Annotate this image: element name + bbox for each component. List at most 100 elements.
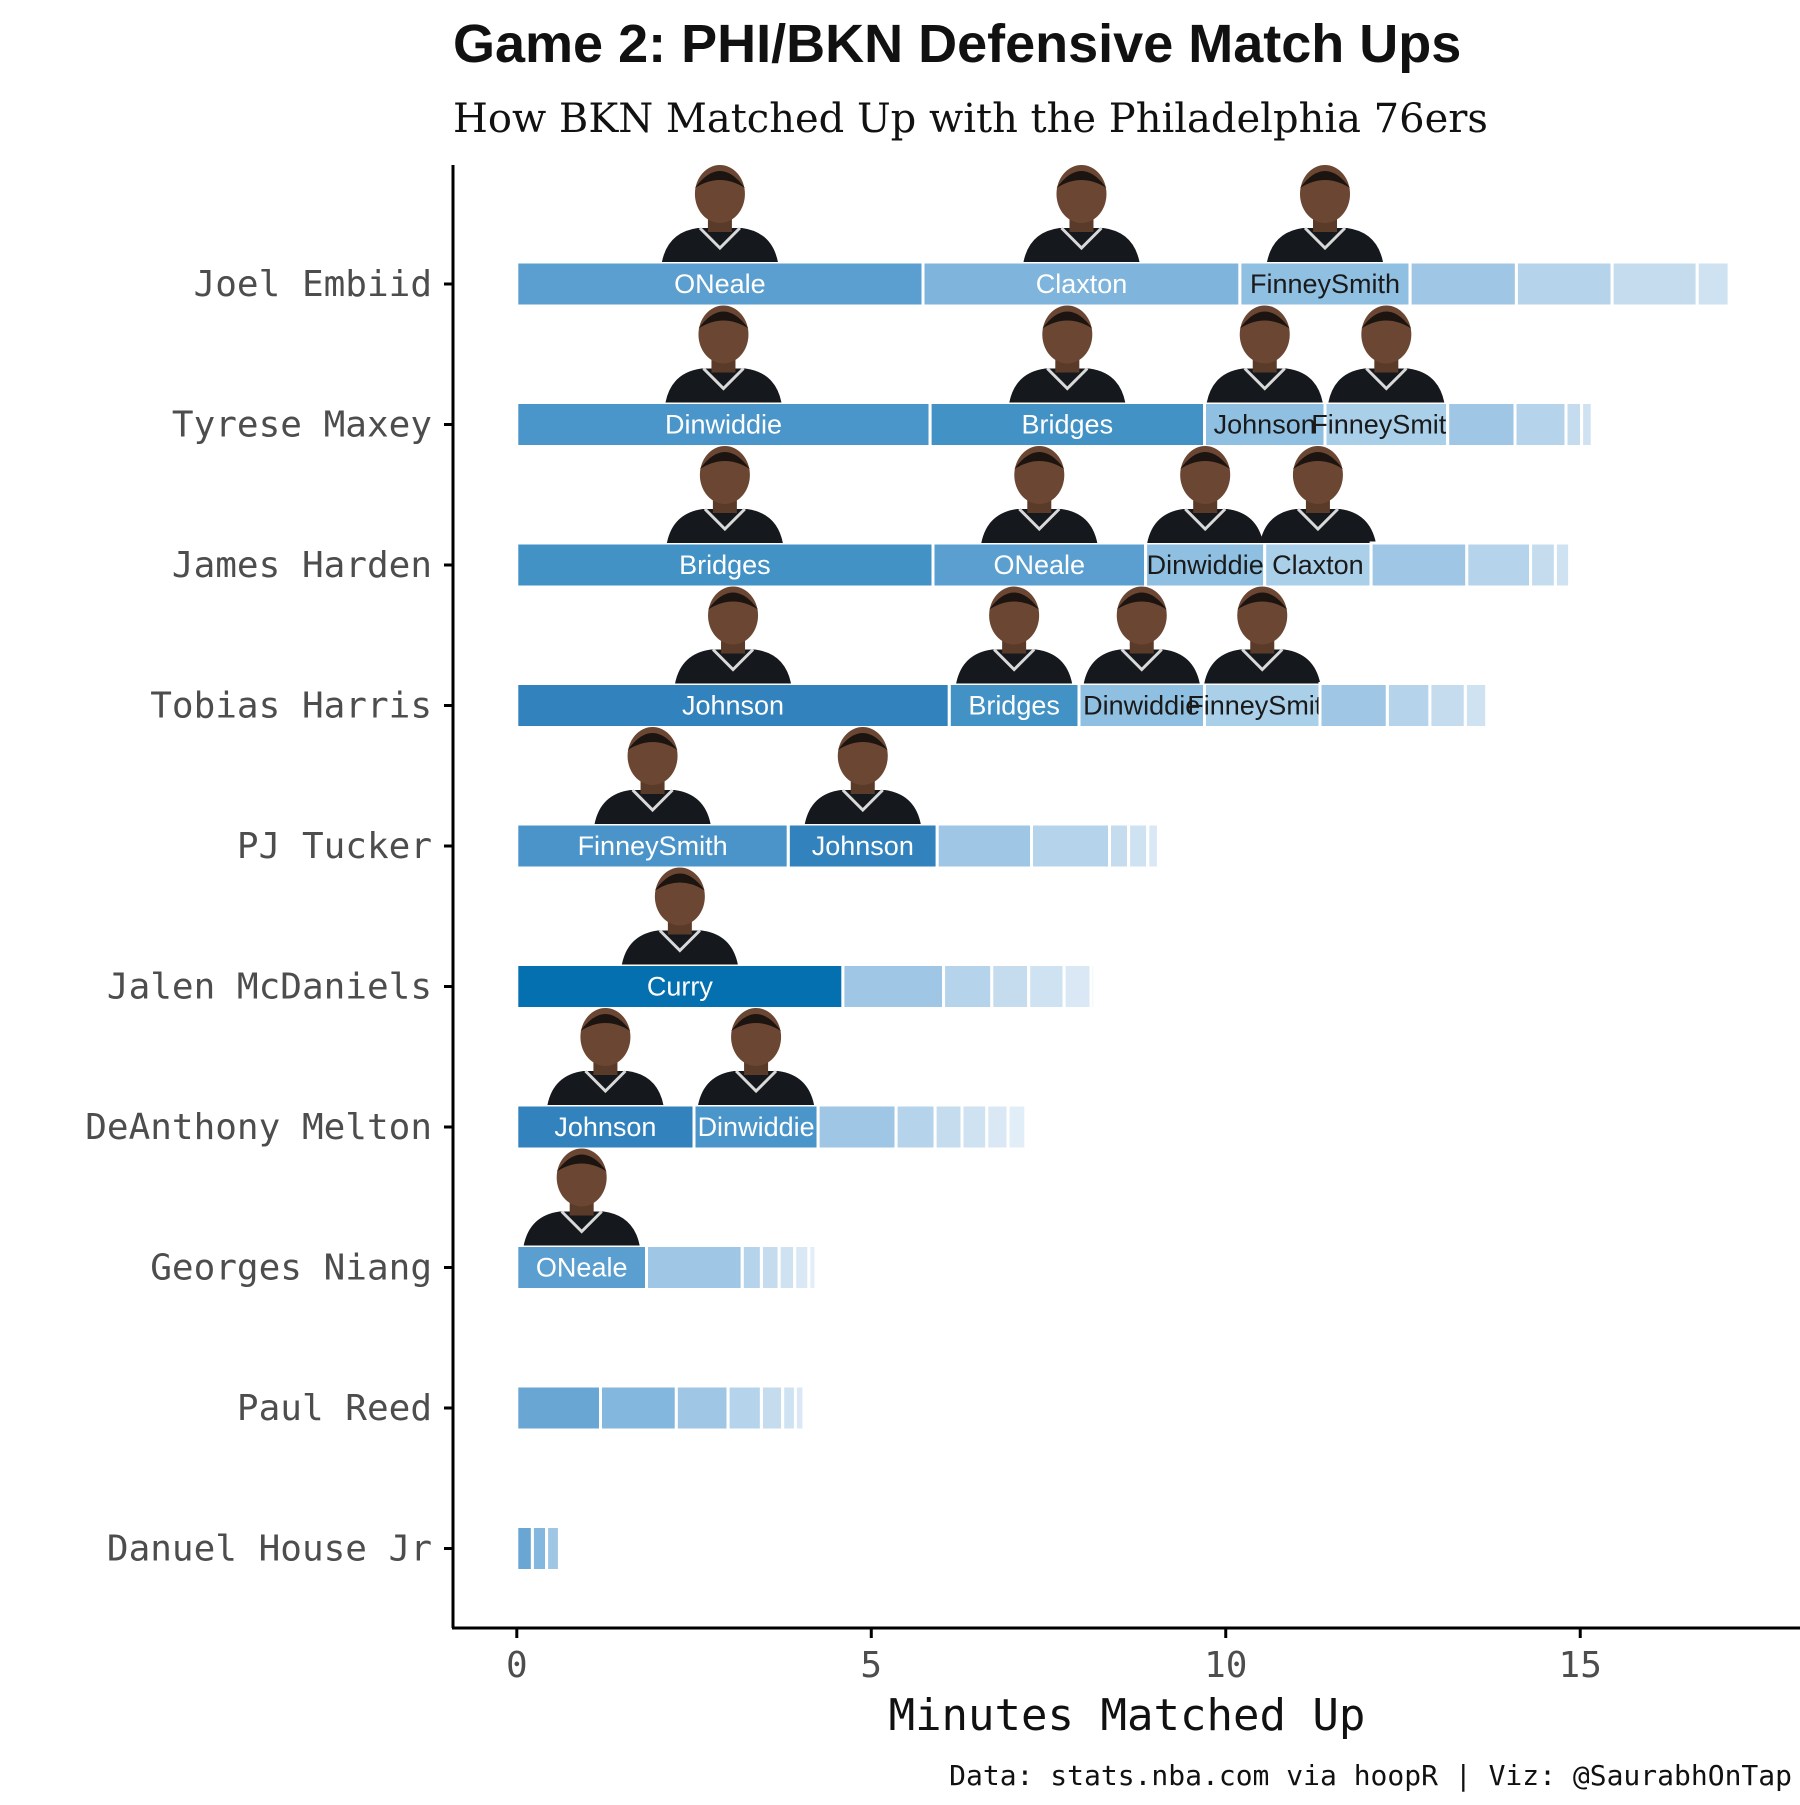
bar-segment [786,822,939,870]
bar-label-bridges: Bridges [679,550,771,580]
x-tick-label: 15 [1559,1645,1602,1686]
hair-shape [556,1154,607,1172]
bar-label-johnson: Johnson [682,691,784,721]
jersey-collar [584,1069,627,1094]
bar-segment [931,541,1148,589]
x-tick-label: 10 [1204,1645,1247,1686]
headshot-finneysmith [1328,305,1445,403]
hair-shape [1116,592,1167,610]
bar-segment [1144,541,1267,589]
bar-segment [841,963,946,1010]
bar-label-finneysmith: FinneySmith [1187,691,1337,721]
headshot-dinwiddie [1083,586,1200,684]
jersey-collar [735,1069,778,1094]
jersey-shape [804,790,921,824]
hair-shape [654,873,705,891]
jersey-shape [1023,228,1140,262]
jersey-collar [658,929,701,953]
headshot-claxton [1023,165,1140,262]
bar-segment [1513,401,1568,448]
hair-shape [627,733,678,750]
bar-label-curry: Curry [647,972,713,1002]
headshot-johnson [547,1008,664,1105]
jersey-shape [1328,368,1445,403]
bar-segment [1465,541,1533,589]
jersey-shape [675,649,792,684]
bar-segment [545,1525,561,1572]
bar-segment [1030,822,1111,870]
hair-shape [1237,592,1288,610]
y-tick-label: Jalen McDaniels [107,967,432,1008]
bar-segment [1580,401,1594,448]
y-tick-label: Paul Reed [237,1388,432,1429]
headshot-claxton [1259,446,1376,543]
hair-shape [1292,452,1343,469]
bar-segment [781,1384,798,1432]
bar-label-dinwiddie: Dinwiddie [665,410,782,440]
headshot-oneale [981,446,1098,543]
chart-title: Game 2: PHI/BKN Defensive Match Ups [453,14,1461,74]
x-axis: 0 5 10 15 [506,1628,1602,1686]
bar-segment [1127,822,1150,870]
bar-segment [759,1244,781,1291]
bar-segment [726,1384,763,1432]
jersey-collar [1365,367,1408,391]
bar-label-johnson: Johnson [812,831,914,861]
bar-segment [530,1525,549,1572]
bar-label-johnson: Johnson [554,1112,656,1142]
y-tick-label: Tyrese Maxey [172,405,432,446]
jersey-collar [841,788,884,813]
jersey-collar [631,788,674,813]
jersey-shape [1267,228,1384,262]
bar-segment [515,1525,534,1572]
bar-segment [1610,260,1699,308]
headshot-dinwiddie [1147,446,1264,543]
bar-segment [1318,682,1389,729]
bar-label-dinwiddie: Dinwiddie [1147,550,1264,580]
bar-segment [793,1384,806,1432]
bar-row-joel-embiid: ONeale Claxton FinneySmith [515,165,1731,308]
bar-segment [759,1384,785,1432]
headshot-finneysmith [1267,165,1384,262]
bar-segment [816,1103,898,1151]
headshot-bridges [956,586,1073,684]
bar-label-oneale: ONeale [994,550,1086,580]
bar-segment [807,1244,818,1291]
jersey-collar [560,1210,603,1234]
bar-segment [933,1103,964,1151]
jersey-collar [1018,507,1061,532]
bar-segment [777,1244,797,1291]
jersey-collar [1046,367,1089,391]
bar-segment [1203,401,1327,448]
bar-segment [515,963,845,1010]
bar-segment [1446,401,1517,448]
y-tick-label: Tobias Harris [150,686,432,727]
headshot-bridges [666,446,783,543]
bar-segment [692,1103,820,1151]
bar-segment [1027,963,1066,1010]
jersey-collar [698,226,741,251]
bar-label-dinwiddie: Dinwiddie [698,1112,815,1142]
bar-row-paul-reed [515,1384,806,1432]
chart-subtitle: How BKN Matched Up with the Philadelphia… [453,96,1488,142]
bar-label-finneysmith: FinneySmith [1250,269,1400,299]
bar-label-bridges: Bridges [1022,410,1114,440]
bar-segment [1108,822,1131,870]
jersey-shape [1009,368,1126,403]
bars-layer: ONeale Claxton FinneySmith Dinwiddie Bridges… [515,165,1731,1572]
headshot-finneysmith [594,727,711,824]
headshot-dinwiddie [665,305,782,403]
headshot-finneysmith [1204,586,1321,684]
bar-row-jalen-mcdaniels: Curry [515,867,1097,1010]
bar-segment [1089,963,1097,1010]
bar-label-claxton: Claxton [1036,269,1128,299]
bar-row-deanthony-melton: Johnson Dinwiddie [515,1008,1028,1151]
y-tick-label: Danuel House Jr [107,1529,432,1570]
hair-shape [580,1014,631,1031]
hair-shape [698,311,749,329]
bar-segment [1006,1103,1028,1151]
